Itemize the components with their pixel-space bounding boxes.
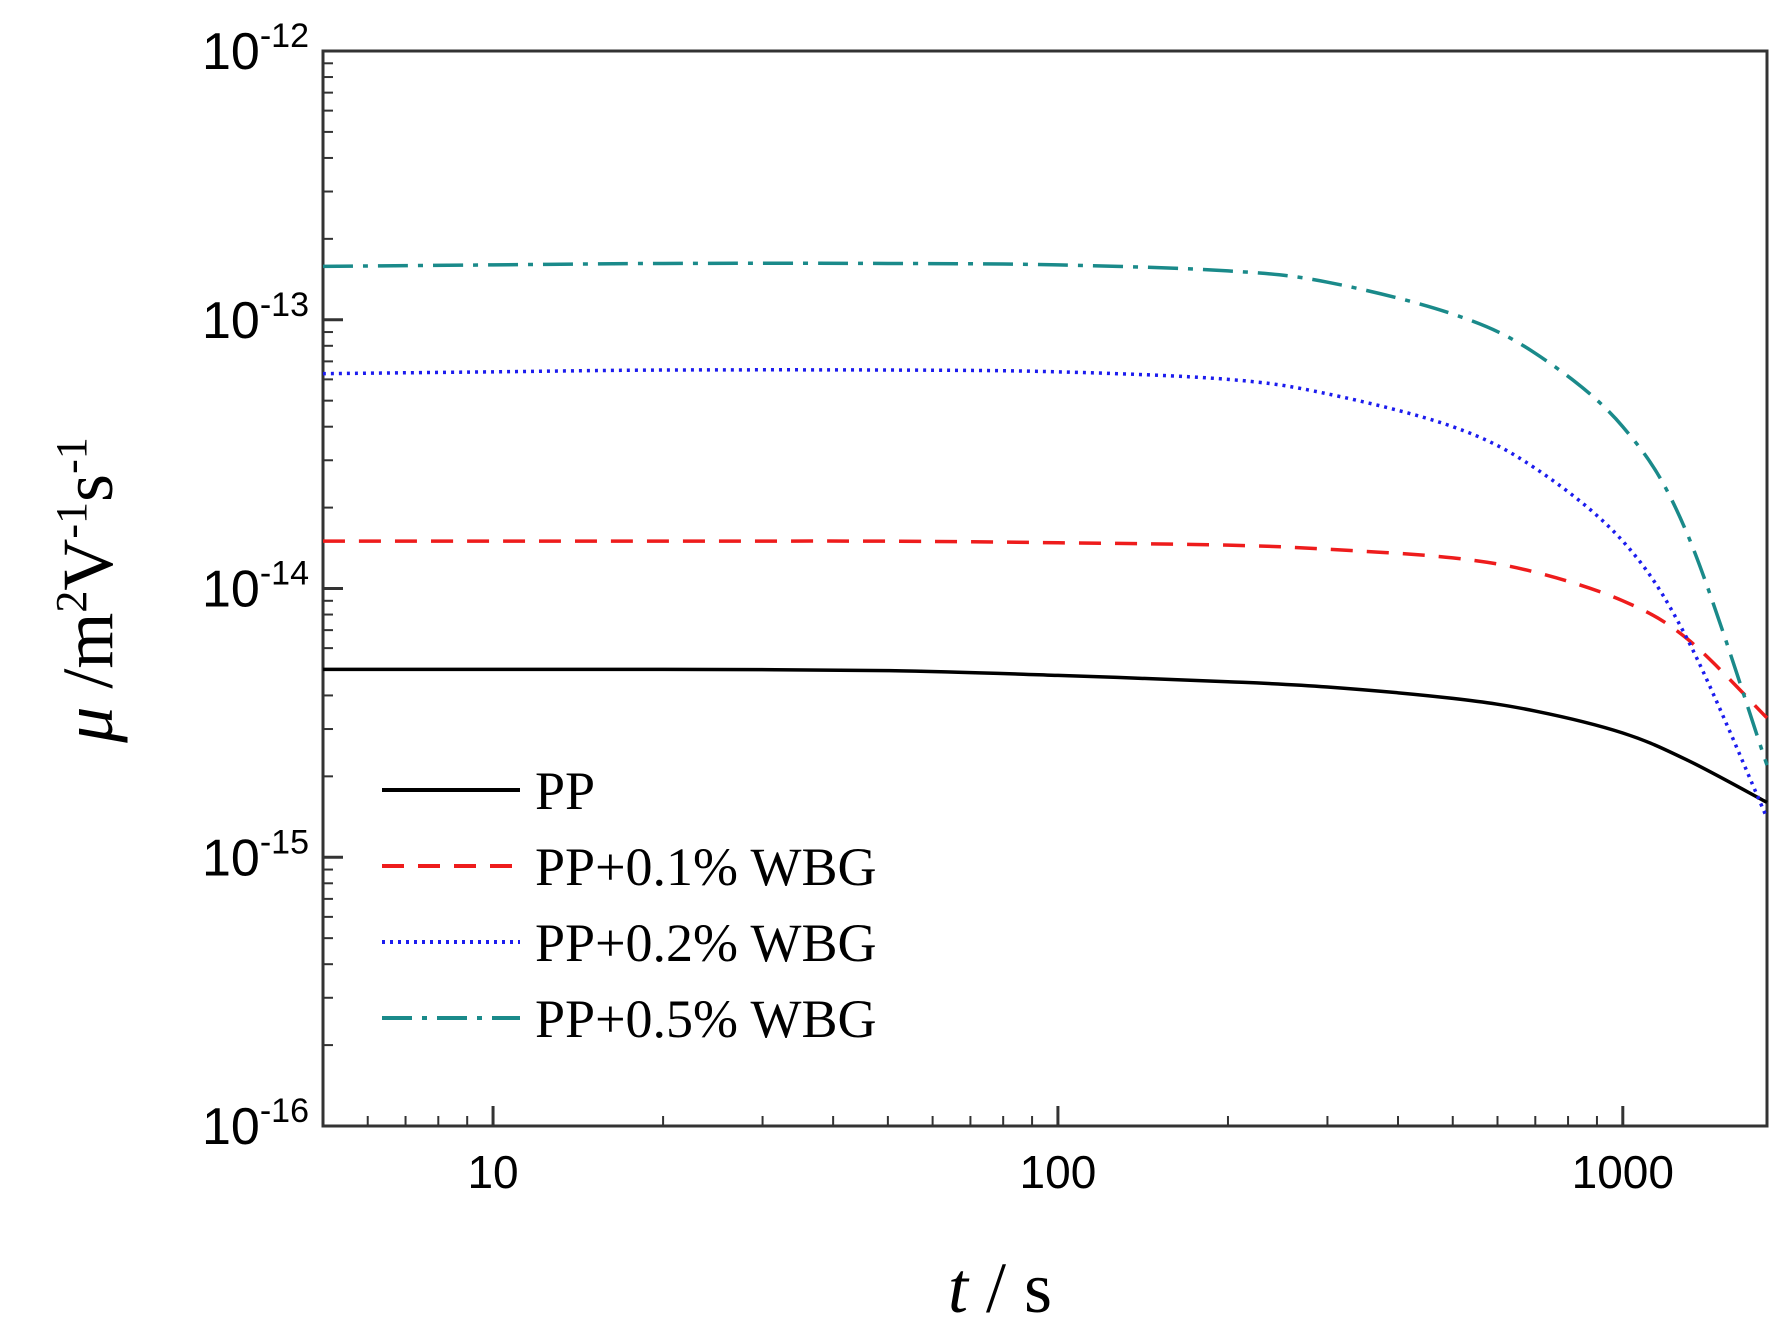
x-tick-label: 1000	[1572, 1146, 1674, 1198]
y-tick-exponent: -16	[260, 1092, 309, 1130]
x-axis-title: t / s	[948, 1248, 1052, 1325]
y-tick-base: 10	[202, 829, 260, 887]
y-axis-unit-s-exponent: -1	[47, 437, 96, 474]
legend-label: PP+0.5% WBG	[535, 989, 877, 1049]
y-tick-base: 10	[202, 1098, 260, 1156]
x-tick-label: 100	[1020, 1146, 1097, 1198]
legend: PP PP+0.1% WBG PP+0.2% WBG PP+0.5% WBG	[382, 761, 877, 1049]
y-axis-unit-m: m	[48, 613, 128, 669]
y-axis-variable: μ	[48, 707, 128, 744]
y-tick-base: 10	[202, 292, 260, 350]
minor-ticks	[322, 62, 1598, 1126]
major-ticks	[323, 49, 1625, 1128]
y-axis-unit-s: s	[48, 474, 128, 502]
x-tick-label: 10	[467, 1146, 518, 1198]
legend-label: PP+0.1% WBG	[535, 837, 877, 897]
series-line-4	[322, 261, 1769, 766]
y-axis-unit-v: V	[48, 539, 128, 591]
y-tick-exponent: -12	[260, 17, 309, 55]
y-tick-label: 10-16	[202, 1092, 309, 1156]
legend-label: PP+0.2% WBG	[535, 913, 877, 973]
y-axis-unit-m-exponent: 2	[47, 591, 96, 613]
y-tick-base: 10	[202, 23, 260, 81]
y-tick-exponent: -15	[260, 823, 309, 861]
y-axis-separator: /	[48, 669, 128, 707]
y-tick-exponent: -14	[260, 555, 309, 593]
y-tick-label: 10-14	[202, 555, 309, 619]
series-line-3	[322, 368, 1769, 819]
x-axis-unit: s	[1024, 1248, 1052, 1325]
y-tick-label: 10-12	[202, 17, 309, 81]
series-line-2	[323, 539, 1769, 720]
y-tick-label: 10-13	[202, 286, 309, 350]
y-tick-base: 10	[202, 561, 260, 619]
x-axis-variable: t	[948, 1248, 970, 1325]
y-tick-exponent: -13	[260, 286, 309, 324]
series-lines	[322, 261, 1769, 819]
y-axis-title: μ /m2V-1s-1	[47, 437, 128, 744]
y-axis-unit-v-exponent: -1	[47, 502, 96, 539]
y-tick-label: 10-15	[202, 823, 309, 887]
x-axis-separator: /	[968, 1248, 1024, 1325]
series-line-1	[323, 667, 1768, 804]
legend-label: PP	[535, 761, 595, 821]
